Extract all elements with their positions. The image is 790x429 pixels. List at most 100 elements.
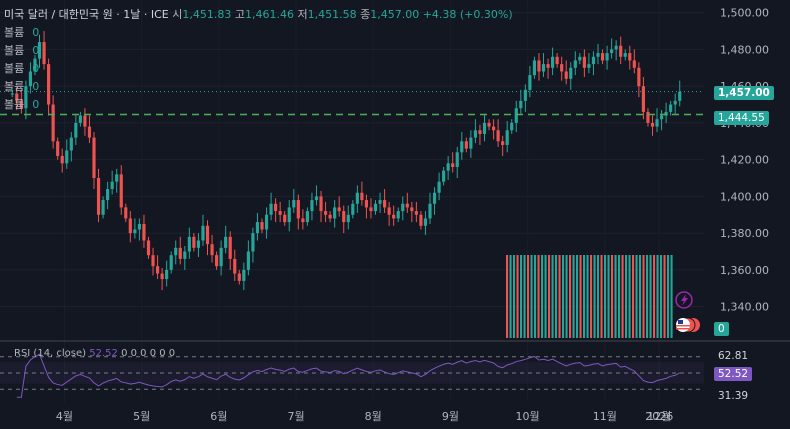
candle-body (491, 126, 496, 131)
volume-bar (586, 255, 589, 338)
volume-bar (520, 255, 523, 338)
candle-body (560, 64, 564, 72)
low-value: 1,451.58 (307, 8, 357, 21)
candle-body (65, 150, 69, 164)
volume-bar (632, 255, 635, 338)
candle-body (596, 53, 600, 57)
candle-body (614, 45, 618, 50)
candle-body (301, 218, 305, 223)
volume-row[interactable]: 볼륨 0 (4, 42, 39, 58)
candle-body (110, 181, 114, 190)
rsi-pane (0, 353, 704, 398)
candle-body (487, 122, 491, 127)
candle-body (428, 203, 432, 219)
volume-row[interactable]: 볼륨 0 (4, 60, 39, 76)
volume-bar (611, 255, 614, 338)
candle-body (196, 240, 201, 248)
candle-body (383, 200, 387, 208)
volume-bar (618, 255, 621, 338)
time-tick-label: 2026 (645, 410, 673, 423)
candle-body (96, 178, 101, 215)
volume-value: 0 (32, 26, 40, 39)
candle-body (641, 86, 645, 112)
volume-label: 볼륨 (4, 62, 25, 75)
volume-row[interactable]: 볼륨 0 (4, 78, 39, 94)
candle-body (414, 211, 418, 215)
candle-body (15, 93, 19, 101)
volume-row[interactable]: 볼륨 0 (4, 24, 39, 40)
candle-body (60, 155, 64, 164)
candle-body (101, 200, 105, 215)
candle-body (537, 60, 541, 72)
volume-row[interactable]: 볼륨 0 (4, 96, 39, 112)
candle-body (619, 45, 623, 57)
candle-body (610, 49, 614, 54)
candle-body (24, 86, 28, 109)
candle-body (83, 115, 87, 127)
candle-body (178, 247, 182, 259)
candle-body (323, 211, 328, 215)
candle-body (233, 258, 237, 274)
volume-bar (639, 255, 642, 338)
candle-body (346, 214, 350, 223)
rsi-header[interactable]: RSI (14, close) 52.52 0 0 0 0 0 0 (14, 348, 175, 359)
candle-body (473, 130, 477, 138)
candle-body (464, 141, 468, 149)
us-flag-icon[interactable] (676, 317, 700, 333)
volume-bar (558, 255, 561, 338)
volume-bar (555, 255, 558, 338)
candle-body (47, 64, 51, 105)
candle-body (165, 269, 169, 280)
candle-body (423, 218, 428, 226)
volume-bar (572, 255, 575, 338)
price-tick-label: 1,400.00 (720, 190, 769, 203)
candle-body (151, 255, 155, 267)
volume-bar (562, 255, 565, 338)
candle-body (573, 60, 577, 68)
candle-body (387, 207, 391, 215)
volume-bar (621, 255, 624, 338)
candle-body (155, 266, 160, 274)
time-tick-label: 11월 (593, 410, 617, 423)
volume-bar (670, 255, 673, 338)
candle-body (342, 211, 346, 223)
volume-bar (516, 255, 519, 338)
candle-body (274, 203, 278, 212)
candle-body (646, 111, 650, 123)
candle-body (432, 192, 437, 204)
candle-body (87, 126, 92, 138)
candle-body (673, 100, 677, 105)
volume-bar (625, 255, 628, 338)
candle-body (333, 207, 337, 219)
volume-bar (544, 255, 547, 338)
line-price-badge: 1,444.55 (714, 111, 769, 125)
volume-bar (541, 255, 544, 338)
candle-body (355, 192, 359, 204)
candle-body (269, 203, 273, 215)
candle-body (351, 203, 355, 215)
candle-body (505, 130, 509, 145)
volume-bar (635, 255, 638, 338)
lightning-icon[interactable] (675, 291, 693, 309)
candle-body (210, 244, 214, 256)
candle-body (133, 229, 137, 234)
candle-body (278, 211, 282, 215)
volume-bar (523, 255, 526, 338)
price-axis[interactable]: 1,500.001,480.001,460.001,440.001,420.00… (720, 7, 769, 314)
candle-body (523, 89, 527, 101)
symbol-header[interactable]: 미국 달러 / 대한민국 원 · 1날 · ICE 시1,451.83 고1,4… (4, 6, 513, 22)
volume-bar (600, 255, 603, 338)
time-tick-label: 5월 (133, 410, 150, 423)
candle-body (174, 247, 178, 256)
candle-body (455, 152, 459, 167)
candle-body (28, 71, 33, 87)
candle-body (169, 255, 173, 270)
candle-body (373, 203, 378, 212)
candle-body (541, 64, 546, 72)
close-label: 종 (360, 8, 371, 21)
candle-body (378, 200, 382, 204)
candle-body (187, 236, 191, 252)
candle-body (146, 240, 151, 256)
